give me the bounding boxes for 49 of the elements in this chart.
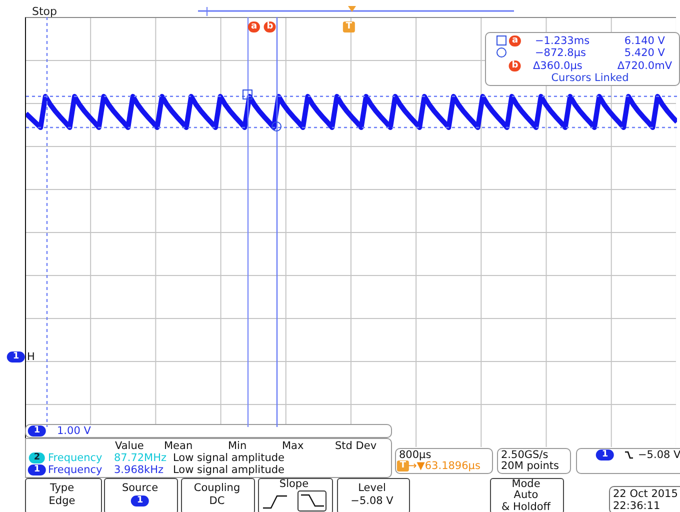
text: Source (122, 482, 158, 494)
text: 3.968kHz (114, 464, 164, 476)
text: Type (50, 482, 74, 494)
text: 5.420 V (624, 46, 665, 59)
text: Std Dev (335, 440, 377, 452)
text: 800µs (399, 448, 432, 461)
text: T (396, 460, 410, 472)
text: a (248, 22, 260, 32)
text: −872.8µs (535, 46, 586, 59)
text: 2 (28, 452, 46, 464)
text: Frequency (48, 464, 102, 476)
text: Low signal amplitude (173, 464, 284, 476)
chart-title: Stop (32, 5, 58, 18)
text: a (508, 36, 522, 46)
text: 1 (130, 496, 150, 506)
text: 22:36:11 (613, 500, 660, 512)
text: Cursors Linked (551, 72, 629, 84)
text: 22 Oct 2015 (613, 488, 678, 500)
text: Level (358, 482, 386, 494)
text: Coupling (194, 482, 240, 494)
text: 2.50GS/s (501, 448, 548, 461)
text: Value (115, 440, 144, 452)
text: 1 (596, 450, 614, 460)
text: DC (209, 494, 225, 507)
text: Mode (512, 478, 540, 490)
text: Max (282, 440, 304, 452)
text: Low signal amplitude (173, 452, 284, 464)
text: 87.72MHz (114, 452, 167, 464)
text: Frequency (48, 452, 102, 464)
text: Mean (164, 440, 193, 452)
text: 1 (28, 426, 46, 436)
text: 1 (28, 464, 46, 476)
text: b (508, 60, 522, 72)
text: Edge (48, 494, 76, 507)
text: b (264, 22, 276, 32)
text: 1.00 V (57, 424, 91, 437)
text: H (27, 350, 35, 363)
text: Δ360.0µs (533, 60, 582, 72)
text: 6.140 V (624, 34, 665, 47)
text: −5.08 V (350, 494, 394, 507)
text: 1 (6, 352, 26, 362)
text: 20M points (501, 460, 560, 472)
text: T (342, 22, 356, 32)
text: & Holdoff (501, 500, 551, 512)
text: −1.233ms (535, 34, 590, 47)
text: Auto (514, 488, 538, 501)
text: Slope (279, 478, 309, 490)
text: Min (228, 440, 247, 452)
text: Δ720.0mV (617, 60, 672, 72)
